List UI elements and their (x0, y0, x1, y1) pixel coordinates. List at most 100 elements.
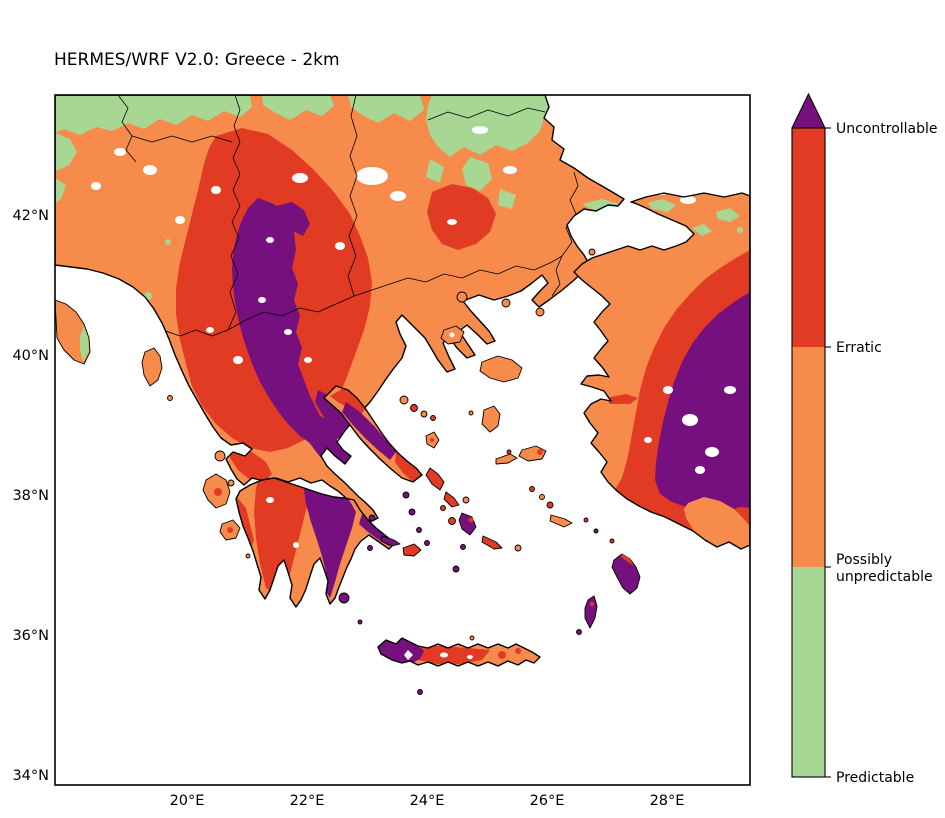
island-psara (468, 410, 474, 416)
region-erratic-rhodope (427, 184, 496, 250)
island-skopelos (410, 404, 418, 412)
island-lesbos (479, 355, 523, 383)
region-uncontrollable-east-peloponnese (304, 478, 356, 598)
map-frame (54, 94, 751, 786)
island-sporades-islet (430, 415, 436, 421)
colorbar-segment-erratic (792, 347, 825, 567)
colorbar-label-predictable: Predictable (836, 770, 914, 786)
evia-fire-regions (330, 388, 422, 482)
island-andros (425, 467, 445, 491)
island-astypalea (514, 544, 522, 552)
no-data-patch (390, 191, 406, 201)
no-data-patch (682, 414, 698, 426)
colorbar-overflow-arrow (791, 92, 826, 129)
no-data-patch (404, 650, 413, 660)
island-kalymnos (546, 501, 554, 509)
island-chios (481, 405, 501, 433)
island-milos (402, 543, 422, 557)
island-syros (440, 505, 446, 511)
region-erratic (515, 648, 521, 654)
no-data-patch (91, 182, 101, 190)
island-patmos (529, 486, 535, 492)
island-aegina (368, 514, 376, 522)
lon-label-24e: 24°E (410, 793, 445, 809)
island-lefkada (214, 450, 226, 462)
region-predictable-italy (80, 326, 89, 362)
no-data-patch (206, 327, 214, 333)
island-ithaca (227, 479, 235, 487)
island-hydra (380, 535, 401, 547)
island-rhodes (611, 553, 641, 595)
island-alonnisos (420, 410, 428, 418)
region-predictable (462, 157, 492, 191)
latitude-axis: 42°N 40°N 38°N 36°N 34°N (12, 208, 49, 784)
island-ios (460, 544, 466, 550)
lon-label-26e: 26°E (530, 793, 565, 809)
no-data-patch (440, 652, 448, 658)
colorbar-label-possibly-line2: unpredictable (836, 569, 933, 585)
colorbar: Uncontrollable Erratic Possibly unpredic… (791, 92, 938, 786)
region-predictable (262, 95, 334, 120)
region-erratic (498, 651, 506, 659)
island-gokceada (535, 307, 545, 317)
no-data-patch (143, 165, 157, 175)
colorbar-segment-predictable (792, 567, 825, 777)
no-data-patch (695, 466, 705, 474)
region-uncontrollable-mid-evia (342, 402, 396, 460)
island-samothraki (501, 298, 511, 308)
region-predictable (737, 227, 743, 233)
colorbar-segment-uncontrollable (792, 128, 825, 347)
region-erratic-rhodes (621, 554, 634, 566)
island-antikythera (357, 619, 363, 625)
region-uncontrollable-pindus (276, 202, 310, 236)
lat-label-40n: 40°N (12, 348, 49, 364)
landmass-balkans (55, 95, 625, 523)
island-santorini (452, 565, 460, 573)
lat-label-34n: 34°N (12, 768, 49, 784)
region-erratic-naxos (468, 517, 474, 523)
island-amorgos (481, 535, 503, 550)
no-data-patch (724, 386, 736, 394)
region-predictable (498, 189, 516, 209)
no-data-patch (663, 386, 673, 394)
lat-label-36n: 36°N (12, 628, 49, 644)
island-crete (377, 637, 541, 667)
region-predictable (55, 95, 252, 135)
no-data-patch (304, 357, 312, 363)
region-predictable (648, 199, 676, 212)
peloponnese-fire-regions (236, 478, 394, 598)
island-kos (549, 514, 573, 528)
region-predictable (426, 159, 444, 183)
island-kasos (576, 629, 582, 635)
island-gavdos (417, 689, 423, 695)
country-borders (117, 95, 579, 337)
no-data-patch (705, 447, 719, 457)
colorbar-label-possibly-line1: Possibly (836, 552, 892, 568)
region-predictable (348, 95, 424, 123)
island-sifnos (424, 540, 430, 546)
region-uncontrollable-west-crete (378, 638, 424, 663)
no-data-patch (447, 219, 457, 225)
no-data-patch (503, 166, 517, 174)
region-predictable (55, 178, 66, 203)
colorbar-label-erratic: Erratic (836, 340, 882, 356)
region-uncontrollable-pindus (232, 198, 332, 452)
no-data-patch (472, 126, 488, 134)
island-mykonos (462, 496, 470, 504)
no-data-patch (211, 186, 221, 194)
region-predictable (716, 208, 740, 222)
island-fourni (506, 449, 512, 455)
no-data-patch (233, 356, 243, 364)
island-spetses (367, 545, 373, 551)
island-paros (448, 517, 456, 525)
region-predictable (55, 133, 77, 171)
island-marmara (588, 248, 596, 256)
no-data-patch (284, 329, 292, 335)
island-dia (469, 635, 475, 641)
no-data-patch (680, 196, 696, 204)
island-symi (609, 538, 615, 544)
region-erratic-central-crete (406, 644, 490, 664)
lat-label-42n: 42°N (12, 208, 49, 224)
